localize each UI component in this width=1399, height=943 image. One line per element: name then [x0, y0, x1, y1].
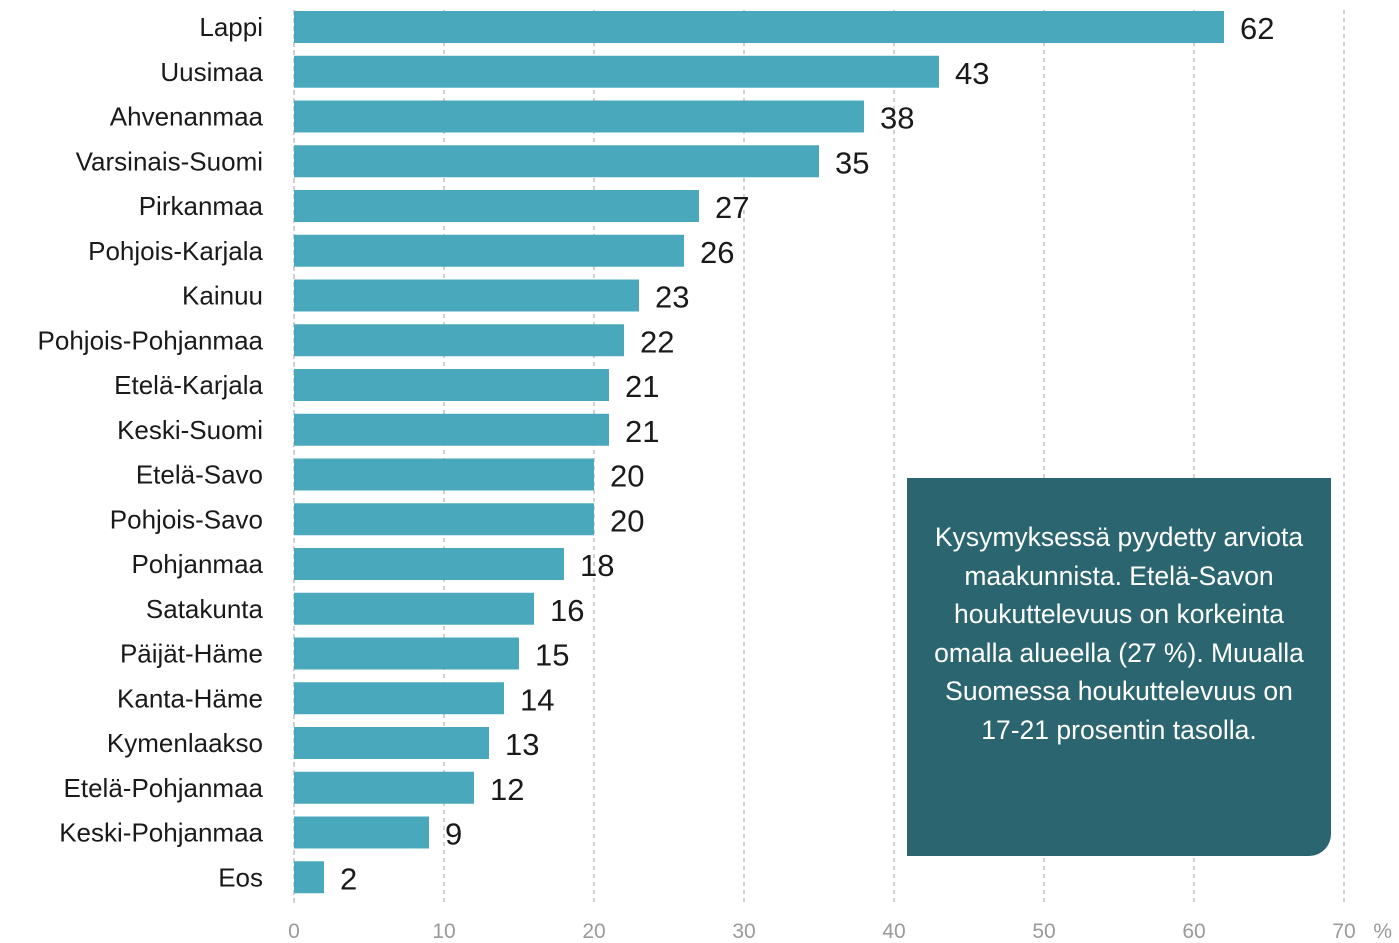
bar — [294, 190, 699, 222]
category-label: Lappi — [199, 12, 263, 42]
category-label: Pohjois-Savo — [110, 504, 263, 534]
category-label: Etelä-Karjala — [114, 370, 263, 400]
value-label: 16 — [550, 593, 584, 628]
value-label: 35 — [835, 145, 869, 180]
bars — [294, 11, 1224, 894]
bar — [294, 145, 819, 178]
x-axis-ticks: 0 10 20 30 40 50 60 70 — [288, 920, 1356, 943]
category-label: Uusimaa — [160, 57, 263, 87]
value-label: 13 — [505, 727, 539, 762]
value-label: 20 — [610, 503, 644, 538]
category-label: Pirkanmaa — [139, 191, 264, 221]
value-label: 9 — [445, 817, 462, 852]
category-label: Eos — [218, 862, 263, 892]
value-label: 20 — [610, 459, 644, 494]
value-labels: 62 43 38 35 27 26 23 22 21 21 20 20 18 16 15 14 13 12 9 2 — [340, 11, 1274, 896]
value-label: 15 — [535, 638, 569, 673]
bar — [294, 100, 864, 133]
category-label: Pohjanmaa — [131, 549, 263, 579]
value-label: 12 — [490, 772, 524, 807]
bar — [294, 11, 1224, 43]
value-label: 38 — [880, 101, 914, 136]
value-label: 14 — [520, 682, 554, 717]
category-label: Kymenlaakso — [107, 728, 263, 758]
bar — [294, 234, 684, 267]
value-label: 62 — [1240, 11, 1274, 46]
bar — [294, 279, 639, 312]
category-label: Päijät-Häme — [120, 639, 263, 669]
bar — [294, 324, 624, 357]
bar — [294, 816, 429, 849]
x-tick-label: 60 — [1182, 920, 1205, 943]
value-label: 43 — [955, 56, 989, 91]
value-label: 21 — [625, 414, 659, 449]
value-label: 18 — [580, 548, 614, 583]
bar — [294, 458, 594, 491]
x-axis-unit: % — [1373, 920, 1392, 943]
category-label: Satakunta — [146, 594, 264, 624]
category-label: Keski-Suomi — [117, 415, 263, 445]
value-label: 21 — [625, 369, 659, 404]
category-label: Pohjois-Pohjanmaa — [38, 325, 264, 355]
x-tick-label: 20 — [582, 920, 605, 943]
bar — [294, 771, 474, 804]
x-tick-label: 70 — [1332, 920, 1355, 943]
bar — [294, 548, 564, 580]
category-label: Kainuu — [182, 281, 263, 311]
x-tick-label: 40 — [882, 920, 905, 943]
category-label: Varsinais-Suomi — [76, 146, 263, 176]
bar — [294, 55, 939, 88]
x-tick-label: 50 — [1032, 920, 1055, 943]
value-label: 26 — [700, 235, 734, 270]
bar — [294, 503, 594, 536]
category-labels: Lappi Uusimaa Ahvenanmaa Varsinais-Suomi Pir… — [38, 12, 264, 892]
bar — [294, 727, 489, 759]
bar — [294, 682, 504, 715]
x-tick-label: 0 — [288, 920, 300, 943]
category-label: Etelä-Pohjanmaa — [64, 773, 264, 803]
value-label: 22 — [640, 324, 674, 359]
category-label: Ahvenanmaa — [110, 102, 264, 132]
category-label: Kanta-Häme — [117, 683, 263, 713]
value-label: 27 — [715, 190, 749, 225]
category-label: Keski-Pohjanmaa — [59, 818, 263, 848]
annotation-box: Kysymyksessä pyydetty arviota maakunnist… — [907, 478, 1331, 856]
bar — [294, 592, 534, 625]
bar — [294, 861, 324, 894]
bar — [294, 413, 609, 446]
category-label: Pohjois-Karjala — [88, 236, 263, 266]
value-label: 23 — [655, 280, 689, 315]
category-label: Etelä-Savo — [136, 460, 263, 490]
x-tick-label: 10 — [432, 920, 455, 943]
bar — [294, 637, 519, 670]
x-tick-label: 30 — [732, 920, 755, 943]
annotation-text: Kysymyksessä pyydetty arviota maakunnist… — [934, 522, 1304, 745]
bar — [294, 369, 609, 401]
value-label: 2 — [340, 861, 357, 896]
